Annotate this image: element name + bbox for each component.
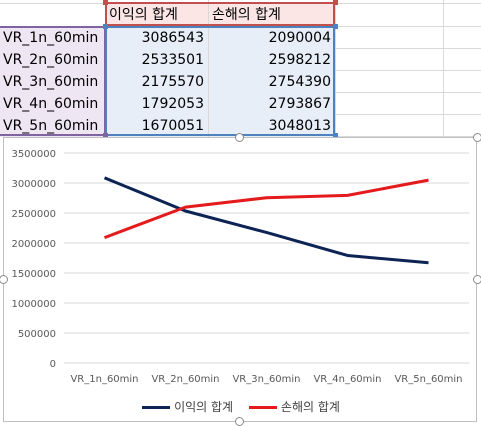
legend-swatch [248, 406, 277, 409]
row-label-cell[interactable]: VR_1n_60min [0, 27, 105, 49]
loss-cell[interactable]: 2754390 [209, 71, 335, 93]
chart-resize-handle[interactable] [473, 133, 481, 142]
category-range-highlight [0, 26, 106, 136]
x-tick-label: VR_1n_60min [70, 374, 138, 385]
y-tick-label: 2500000 [11, 209, 56, 220]
column-divider [208, 0, 209, 150]
range-handle[interactable] [333, 0, 338, 5]
row-label-cell[interactable]: VR_2n_60min [0, 49, 105, 71]
range-handle[interactable] [333, 24, 338, 29]
series-name-range-highlight [105, 2, 335, 26]
range-handle[interactable] [103, 24, 108, 29]
chart-resize-handle[interactable] [0, 275, 8, 284]
x-tick-label: VR_2n_60min [151, 374, 219, 385]
legend-item[interactable]: 이익의 합계 [142, 398, 233, 415]
row-label-cell[interactable]: VR_5n_60min [0, 115, 105, 137]
legend-item[interactable]: 손해의 합계 [248, 398, 340, 415]
range-handle[interactable] [103, 133, 108, 138]
y-tick-label: 1500000 [11, 269, 56, 280]
row-label-cell[interactable]: VR_3n_60min [0, 71, 105, 93]
x-tick-label: VR_4n_60min [313, 374, 381, 385]
value-range-highlight [105, 26, 335, 136]
chart-resize-handle[interactable] [235, 133, 244, 142]
range-handle[interactable] [333, 133, 338, 138]
profit-cell[interactable]: 1792053 [106, 93, 208, 115]
range-handle[interactable] [103, 0, 108, 5]
profit-cell[interactable]: 3086543 [106, 27, 208, 49]
loss-cell[interactable]: 2090004 [209, 27, 335, 49]
legend-label: 손해의 합계 [280, 400, 340, 414]
profit-cell[interactable]: 2533501 [106, 49, 208, 71]
profit-cell[interactable]: 1670051 [106, 115, 208, 137]
loss-cell[interactable]: 3048013 [209, 115, 335, 137]
y-tick-label: 3000000 [11, 179, 56, 190]
column-divider [335, 0, 336, 150]
chart-plot-area: 0 500000 1000000 1500000 2000000 2500000 30000… [11, 149, 469, 385]
y-tick-label: 500000 [18, 329, 56, 340]
y-tick-label: 0 [50, 359, 56, 370]
series-line [103, 178, 429, 240]
loss-cell[interactable]: 2598212 [209, 49, 335, 71]
legend-swatch [142, 406, 171, 409]
spreadsheet-grid[interactable]: 이익의 합계 손해의 합계 VR_1n_60min 3086543 209000… [0, 0, 481, 150]
row-label-cell[interactable]: VR_4n_60min [0, 93, 105, 115]
chart-legend[interactable]: 이익의 합계 손해의 합계 [4, 398, 478, 415]
header-cell-loss[interactable]: 손해의 합계 [209, 4, 335, 26]
legend-label: 이익의 합계 [174, 400, 234, 414]
column-divider [443, 0, 444, 150]
y-tick-label: 2000000 [11, 239, 56, 250]
chart-resize-handle[interactable] [235, 417, 244, 426]
y-tick-label: 1000000 [11, 299, 56, 310]
chart-resize-handle[interactable] [473, 275, 481, 284]
profit-cell[interactable]: 2175570 [106, 71, 208, 93]
header-cell-profit[interactable]: 이익의 합계 [106, 4, 208, 26]
x-tick-label: VR_3n_60min [232, 374, 300, 385]
series-line [103, 176, 429, 265]
y-tick-label: 3500000 [11, 149, 56, 160]
line-chart[interactable]: 0 500000 1000000 1500000 2000000 2500000 30000… [3, 137, 477, 422]
loss-cell[interactable]: 2793867 [209, 93, 335, 115]
x-tick-label: VR_5n_60min [394, 374, 462, 385]
